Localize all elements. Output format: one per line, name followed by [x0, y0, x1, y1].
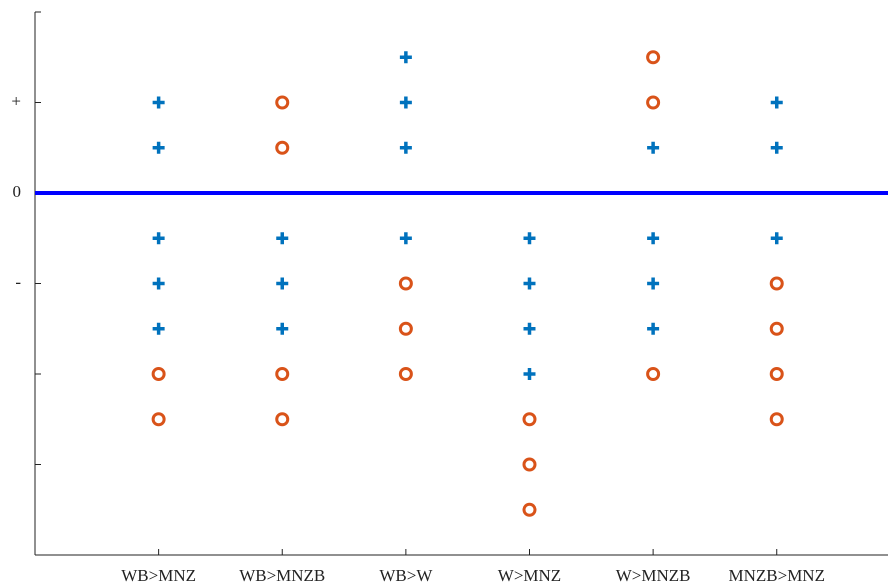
circle-marker	[522, 502, 537, 517]
x-tick-label: W>MNZB	[616, 566, 691, 585]
circle-marker	[769, 412, 784, 427]
circle-marker	[769, 367, 784, 381]
plus-marker	[276, 277, 289, 290]
plus-marker	[276, 232, 289, 245]
plus-marker	[399, 141, 412, 154]
plus-marker	[647, 277, 660, 290]
x-tick-label: WB>MNZ	[121, 566, 196, 585]
plus-marker	[276, 322, 289, 335]
plus-marker	[647, 322, 660, 335]
plus-marker	[152, 96, 165, 109]
circle-marker	[522, 457, 537, 472]
circle-marker	[398, 367, 413, 381]
plus-marker	[523, 232, 536, 245]
y-tick-label: 0	[13, 182, 22, 201]
circle-marker	[151, 412, 166, 427]
circle-marker	[275, 140, 290, 155]
circle-marker	[769, 321, 784, 336]
plus-marker	[523, 368, 536, 380]
circle-marker	[769, 276, 784, 291]
circle-marker	[151, 367, 166, 381]
plus-marker	[399, 96, 412, 109]
plus-marker	[399, 232, 412, 245]
circle-marker	[646, 50, 661, 65]
plus-marker	[152, 141, 165, 154]
plus-marker	[152, 277, 165, 290]
plus-marker	[770, 141, 783, 154]
x-tick-label: WB>W	[379, 566, 433, 585]
x-tick-label: MNZB>MNZ	[728, 566, 824, 585]
circle-marker	[275, 367, 290, 381]
circle-marker	[275, 412, 290, 427]
y-tick-label: -	[15, 272, 21, 291]
x-tick-label: W>MNZ	[498, 566, 561, 585]
circle-marker	[275, 95, 290, 110]
plus-marker	[770, 96, 783, 109]
plus-marker	[523, 322, 536, 335]
plus-marker	[647, 141, 660, 154]
circle-marker	[646, 367, 661, 381]
plus-marker	[523, 277, 536, 290]
circle-marker	[522, 412, 537, 427]
x-tick-label: WB>MNZB	[239, 566, 325, 585]
plus-marker	[647, 232, 660, 245]
plus-marker	[399, 51, 412, 64]
plus-marker	[770, 232, 783, 245]
circle-marker	[398, 321, 413, 336]
plus-marker	[152, 232, 165, 245]
plus-marker	[152, 322, 165, 335]
circle-marker	[398, 276, 413, 291]
y-tick-label: +	[11, 91, 21, 110]
circle-marker	[646, 95, 661, 110]
